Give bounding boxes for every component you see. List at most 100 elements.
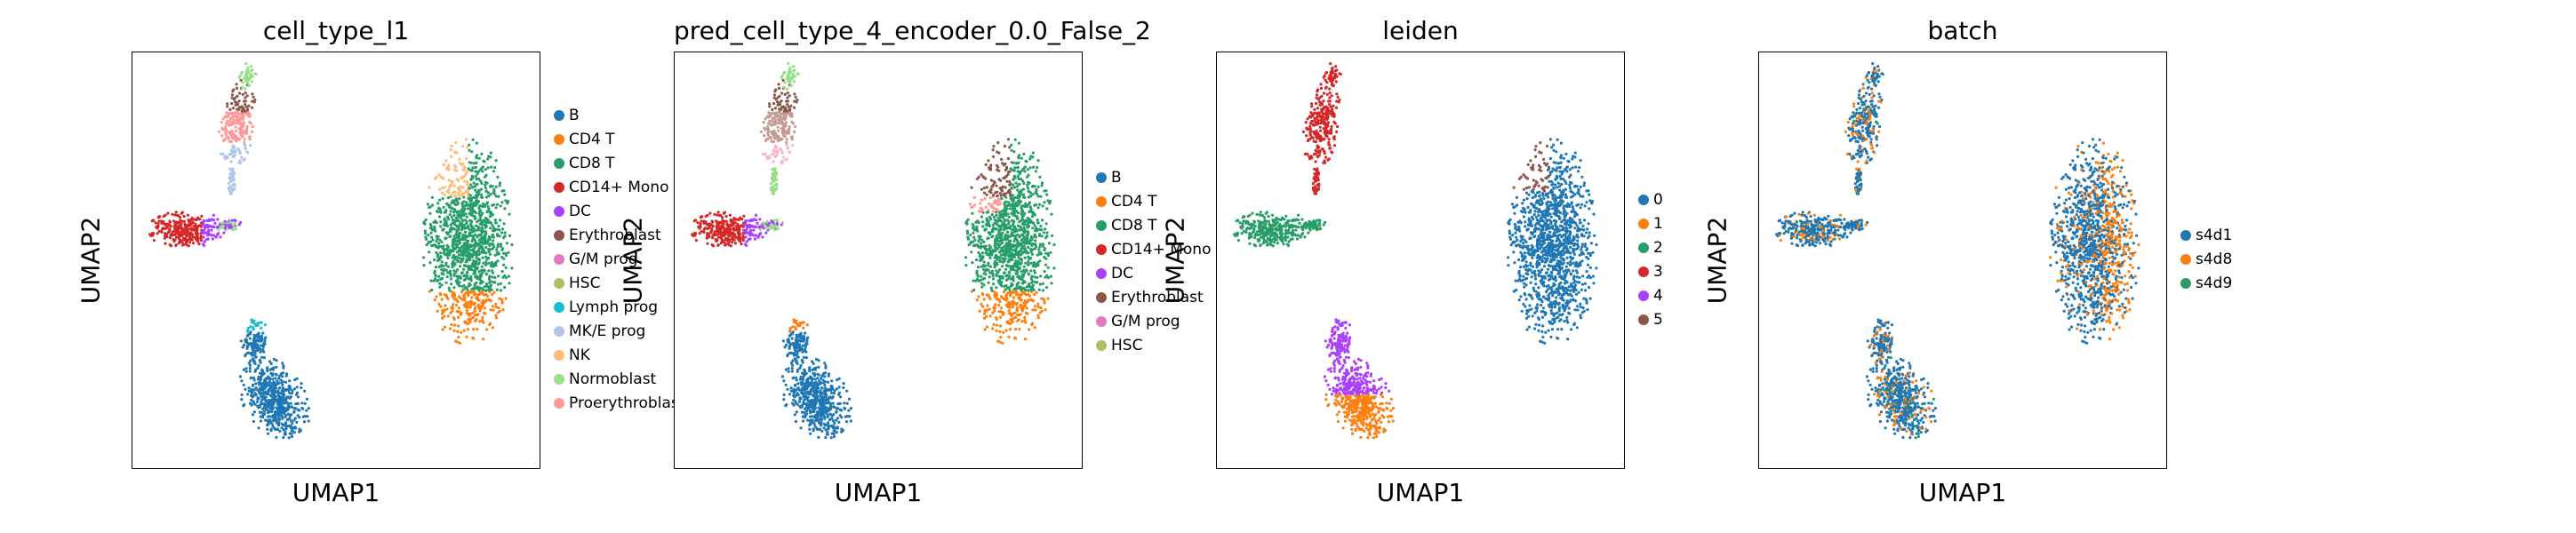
scatter-point	[284, 397, 288, 401]
scatter-point	[233, 182, 236, 186]
scatter-point	[1010, 161, 1013, 164]
scatter-point	[458, 250, 461, 253]
scatter-point	[305, 397, 308, 401]
scatter-point	[458, 265, 462, 268]
scatter-point	[244, 62, 248, 66]
scatter-point	[430, 195, 434, 199]
scatter-point	[762, 121, 765, 124]
scatter-point	[1009, 248, 1012, 251]
scatter-point	[264, 390, 268, 394]
scatter-point	[293, 378, 297, 382]
legend-item: Lymph prog	[554, 298, 658, 316]
scatter-point	[786, 74, 789, 77]
scatter-point	[189, 227, 193, 230]
scatter-point	[185, 235, 188, 238]
scatter-point	[422, 256, 426, 259]
scatter-point	[455, 303, 459, 307]
scatter-point	[476, 253, 479, 257]
scatter-point	[1014, 290, 1018, 294]
scatter-point	[1005, 204, 1009, 208]
scatter-point	[440, 276, 444, 280]
legend-item: NK	[554, 346, 590, 364]
scatter-point	[480, 231, 484, 235]
scatter-point	[484, 312, 487, 315]
scatter-point	[828, 412, 832, 416]
scatter-point	[773, 107, 777, 110]
scatter-point	[782, 105, 786, 108]
scatter-point	[493, 166, 497, 170]
scatter-point	[242, 112, 245, 115]
scatter-point	[995, 184, 998, 187]
scatter-point	[789, 84, 793, 87]
scatter-point	[160, 227, 164, 231]
scatter-point	[475, 141, 478, 145]
scatter-point	[494, 221, 498, 225]
scatter-point	[229, 148, 233, 152]
scatter-point	[1000, 212, 1004, 216]
scatter-point	[1004, 264, 1008, 267]
scatter-point	[987, 159, 990, 163]
scatter-point	[493, 253, 497, 257]
scatter-point	[263, 323, 267, 327]
scatter-point	[979, 202, 982, 205]
scatter-point	[491, 243, 494, 246]
scatter-point	[466, 179, 469, 183]
scatter-point	[788, 94, 791, 98]
scatter-point	[492, 290, 496, 294]
scatter-point	[476, 220, 479, 224]
scatter-point	[249, 144, 252, 147]
scatter-point	[458, 246, 461, 250]
scatter-point	[471, 228, 475, 232]
scatter-point	[236, 137, 239, 140]
scatter-point	[447, 187, 451, 191]
scatter-point	[486, 242, 490, 245]
scatter-point	[1002, 223, 1005, 227]
chart-title: pred_cell_type_4_encoder_0.0_False_2	[674, 16, 1151, 45]
scatter-point	[427, 241, 430, 244]
scatter-point	[993, 221, 996, 225]
scatter-point	[464, 260, 468, 264]
scatter-point	[458, 157, 461, 161]
scatter-point	[699, 224, 702, 227]
scatter-point	[992, 322, 996, 326]
scatter-point	[1001, 341, 1004, 345]
scatter-point	[475, 286, 478, 290]
scatter-point	[782, 379, 786, 383]
scatter-point	[193, 225, 196, 229]
scatter-point	[497, 274, 500, 278]
scatter-point	[1020, 275, 1024, 279]
scatter-point	[256, 366, 260, 370]
scatter-point	[460, 330, 463, 334]
scatter-point	[1028, 157, 1032, 161]
scatter-point	[742, 214, 746, 218]
scatter-point	[469, 299, 473, 303]
scatter-point	[1012, 150, 1016, 154]
scatter-point	[231, 107, 235, 110]
scatter-point	[995, 316, 998, 320]
scatter-point	[1027, 255, 1030, 259]
scatter-point	[296, 395, 300, 399]
scatter-point	[1008, 179, 1012, 183]
scatter-point	[494, 302, 498, 306]
scatter-point	[164, 226, 168, 230]
scatter-point	[1023, 299, 1027, 303]
scatter-point	[790, 135, 794, 139]
scatter-point	[259, 344, 262, 347]
scatter-point	[461, 186, 465, 189]
scatter-point	[172, 229, 177, 233]
scatter-point	[1035, 187, 1038, 191]
scatter-point	[488, 252, 492, 256]
scatter-point	[1028, 166, 1032, 170]
scatter-point	[231, 115, 235, 118]
scatter-point	[772, 179, 775, 183]
scatter-point	[989, 286, 993, 290]
scatter-point	[248, 135, 252, 139]
scatter-point	[283, 388, 286, 392]
scatter-point	[1041, 289, 1045, 292]
scatter-point	[232, 120, 236, 123]
legend-item: CD4 T	[554, 131, 615, 148]
scatter-point	[1026, 234, 1029, 237]
scatter-point	[259, 393, 262, 396]
scatter-point	[288, 379, 292, 383]
scatter-point	[231, 123, 235, 126]
